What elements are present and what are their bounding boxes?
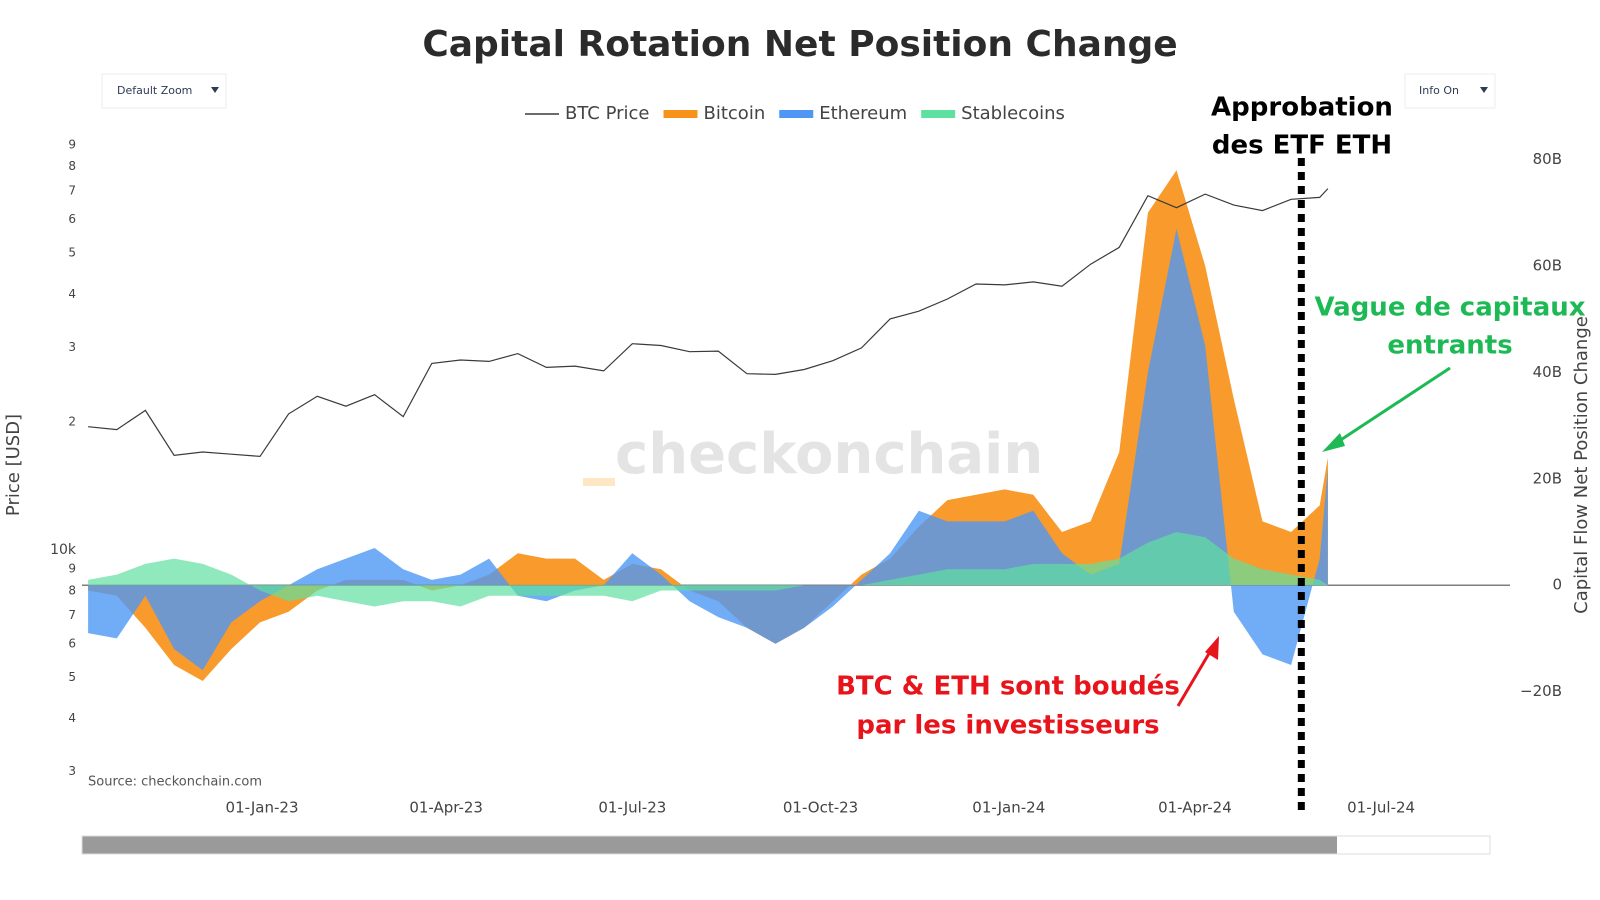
- button-label[interactable]: Default Zoom: [117, 84, 192, 97]
- y-tick-label: 5: [68, 670, 76, 684]
- y2-tick-label: 20B: [1533, 469, 1562, 487]
- y2-axis-title: Capital Flow Net Position Change: [1571, 316, 1592, 614]
- y-tick-label: 5: [68, 246, 76, 260]
- annotation-text: des ETF ETH: [1212, 131, 1392, 161]
- annotation-text: entrants: [1387, 331, 1512, 361]
- y-tick-label: 3: [68, 764, 76, 778]
- y-axis-title: Price [USD]: [3, 414, 24, 516]
- y2-tick-label: 80B: [1533, 150, 1562, 168]
- annotation-text: BTC & ETH sont boudés: [836, 672, 1180, 702]
- y-tick-label: 8: [68, 583, 76, 597]
- watermark-underscore: [583, 478, 615, 486]
- legend-swatch: [921, 110, 956, 118]
- annotation-text: Approbation: [1211, 93, 1393, 123]
- area-series: [88, 228, 1328, 671]
- legend-label: Stablecoins: [961, 103, 1065, 124]
- y-tick-label: 6: [68, 212, 76, 226]
- y-tick-label: 4: [68, 287, 76, 301]
- y-tick-label: 9: [68, 137, 76, 151]
- x-tick-label: 01-Jan-24: [972, 799, 1045, 817]
- button-box[interactable]: [1404, 73, 1496, 109]
- legend-swatch: [779, 110, 814, 118]
- x-tick-label: 01-Oct-23: [783, 799, 858, 817]
- zoom-button[interactable]: Default Zoom: [101, 73, 227, 109]
- y-tick-label: 10k: [50, 542, 77, 558]
- y2-tick-label: 40B: [1533, 363, 1562, 381]
- watermark: checkonchain: [615, 422, 1043, 487]
- legend-label: Bitcoin: [704, 103, 766, 124]
- x-tick-label: 01-Jan-23: [226, 799, 299, 817]
- dropdown-arrow[interactable]: [211, 87, 219, 93]
- legend-label: BTC Price: [565, 103, 650, 124]
- x-tick-label: 01-Jul-23: [598, 799, 666, 817]
- plot-area: 3 4 5 6 7 8 9 10k 2 3 4 5 6 7 8 9 −20B 0 20B 40B 60B 80B 01-Ja…: [50, 103, 1562, 817]
- x-tick-label: 01-Apr-23: [409, 799, 483, 817]
- annotation-arrow: [1329, 366, 1451, 449]
- annotation-text: par les investisseurs: [856, 711, 1159, 741]
- arrow-head: [1205, 636, 1219, 660]
- y-tick-label: 3: [68, 340, 76, 354]
- arrow-head: [1322, 433, 1345, 452]
- price-line: [88, 188, 1329, 458]
- y-tick-label: 7: [68, 184, 76, 198]
- y-tick-label: 4: [68, 711, 76, 725]
- annotations: Approbation des ETF ETH Vague de capitau…: [836, 93, 1586, 741]
- x-tick-label: 01-Jul-24: [1347, 799, 1415, 817]
- y-tick-label: 8: [68, 159, 76, 173]
- y2-tick-label: 60B: [1533, 257, 1562, 275]
- annotation-text: Vague de capitaux: [1314, 293, 1585, 323]
- range-slider[interactable]: [81, 835, 1491, 855]
- y-tick-label: 7: [68, 608, 76, 622]
- x-tick-label: 01-Apr-24: [1158, 799, 1232, 817]
- annotation-arrow: [1176, 644, 1216, 707]
- y-tick-label: 6: [68, 636, 76, 650]
- area-series: [88, 532, 1328, 607]
- chart-title: Capital Rotation Net Position Change: [422, 24, 1177, 65]
- y-tick-label: 9: [68, 562, 76, 576]
- range-slider-mask: [82, 836, 1337, 854]
- y2-tick-label: 0: [1552, 576, 1562, 594]
- y2-tick-label: −20B: [1520, 682, 1562, 700]
- source-note: Source: checkonchain.com: [88, 775, 262, 790]
- legend-label: Ethereum: [819, 103, 907, 124]
- info-button[interactable]: Info On: [1404, 73, 1496, 109]
- button-box[interactable]: [101, 73, 227, 109]
- y-tick-label: 2: [68, 415, 76, 429]
- button-label[interactable]: Info On: [1419, 84, 1459, 97]
- dropdown-arrow[interactable]: [1480, 87, 1488, 93]
- legend-swatch: [663, 110, 698, 118]
